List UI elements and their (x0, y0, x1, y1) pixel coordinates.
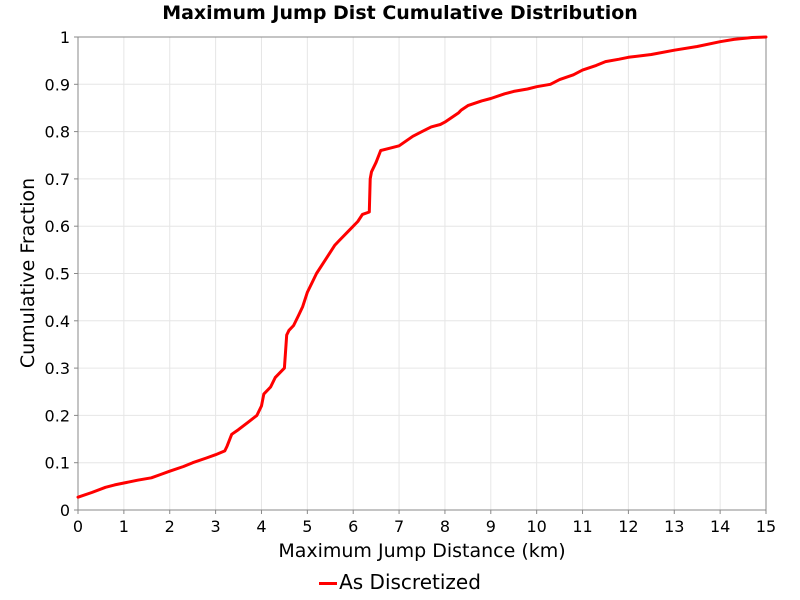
x-tick-label: 7 (394, 517, 404, 536)
y-tick-label: 0 (60, 501, 70, 520)
y-tick-label: 0.6 (45, 217, 70, 236)
x-tick-label: 5 (302, 517, 312, 536)
x-tick-label: 9 (486, 517, 496, 536)
series-layer (76, 35, 768, 499)
series-line-as-discretized (76, 35, 768, 499)
y-tick-label: 0.2 (45, 406, 70, 425)
y-tick-label: 0.1 (45, 454, 70, 473)
x-tick-label: 3 (211, 517, 221, 536)
x-tick-label: 6 (348, 517, 358, 536)
y-tick-label: 0.9 (45, 75, 70, 94)
y-axis-label: Cumulative Fraction (17, 177, 39, 369)
x-axis-ticks: 0 1 2 3 4 5 6 7 8 9 10 11 12 13 14 15 (73, 510, 776, 536)
legend-swatch (319, 582, 338, 585)
y-tick-label: 0.4 (45, 312, 70, 331)
x-tick-label: 0 (73, 517, 83, 536)
x-tick-label: 11 (572, 517, 592, 536)
x-tick-label: 4 (256, 517, 266, 536)
y-tick-label: 0.7 (45, 170, 70, 189)
x-tick-label: 15 (756, 517, 776, 536)
legend: As Discretized (0, 570, 800, 594)
y-tick-label: 0.3 (45, 359, 70, 378)
x-tick-label: 14 (710, 517, 730, 536)
y-tick-label: 0.8 (45, 123, 70, 142)
chart-title: Maximum Jump Dist Cumulative Distributio… (162, 2, 638, 24)
x-tick-label: 10 (526, 517, 546, 536)
x-tick-label: 1 (119, 517, 129, 536)
y-tick-label: 1 (60, 28, 70, 47)
x-tick-label: 13 (664, 517, 684, 536)
y-axis-ticks: 0 0.1 0.2 0.3 0.4 0.5 0.6 0.7 0.8 0.9 1 (45, 28, 78, 520)
grid-lines (77, 36, 767, 511)
x-tick-label: 2 (165, 517, 175, 536)
x-tick-label: 12 (618, 517, 638, 536)
legend-label: As Discretized (339, 570, 481, 594)
y-tick-label: 0.5 (45, 265, 70, 284)
x-axis-label: Maximum Jump Distance (km) (278, 540, 566, 562)
x-tick-label: 8 (440, 517, 450, 536)
